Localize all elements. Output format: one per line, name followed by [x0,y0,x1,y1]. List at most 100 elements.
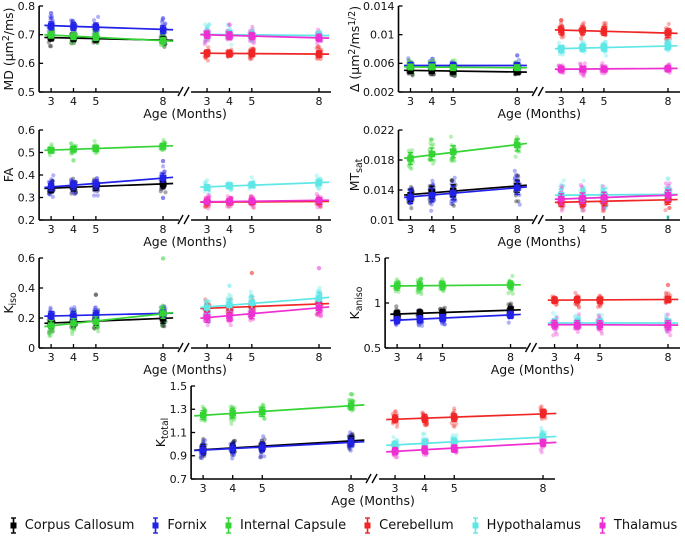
mean-marker [248,197,256,205]
y-axis-label: Kaniso [347,286,365,319]
series-hypothalamus [200,179,330,191]
x-tick-label: 4 [428,95,435,108]
mean-marker [92,311,100,319]
mean-marker [315,34,323,42]
mean-marker [203,314,211,321]
y-tick-label: 0.2 [18,214,36,227]
x-tick-label: 4 [229,482,236,495]
mean-marker [199,411,207,419]
y-tick-label: 1.3 [170,403,188,416]
y-tick-label: 0.6 [18,252,36,265]
y-tick-label: 1 [374,297,381,310]
mean-marker [514,68,521,76]
series-fornix [404,180,527,205]
mean-marker [92,145,100,152]
outlier-point [515,53,520,58]
y-axis-label: Δ (μm2/ms1/2) [347,6,362,92]
mean-marker [226,182,233,189]
x-tick-label: 3 [392,482,399,495]
series-cerebellum [386,409,557,424]
axes: 0.002 0.006 0.01 0.014 3 4 5 8 3 4 5 8 [363,0,680,108]
mean-marker [579,195,586,202]
outlier-point [204,24,210,29]
chart-ktotal: 0.7 0.9 1.1 1.3 1.5 3 4 5 8 3 4 5 8 Age (Months) Ktota… [152,380,560,509]
x-tick-label: 4 [70,351,77,364]
mean-marker [92,34,100,41]
series-thalamus [554,189,678,205]
y-tick-label: 0.5 [18,86,36,99]
mean-marker [47,183,55,190]
mean-marker [70,182,77,189]
series-thalamus [200,302,330,323]
mean-marker [539,433,547,441]
x-tick-label: 3 [204,223,211,236]
mean-marker [226,198,233,205]
mean-marker [450,68,457,75]
axis-break-mark [365,473,372,484]
y-tick-label: 0.002 [363,86,395,99]
legend-marker-internal_capsule [225,517,232,534]
mean-marker [199,446,207,454]
axis-break-mark [177,86,184,97]
y-tick-label: 0.022 [363,124,395,137]
axis-break-mark [531,214,538,225]
x-tick-label: 5 [248,223,255,236]
mean-marker [439,314,446,322]
mean-marker [451,445,458,452]
mean-marker [70,312,77,319]
outlier-point [665,176,671,181]
mean-marker [407,63,414,71]
y-tick-label: 0.5 [364,342,382,355]
outlier-point [665,214,671,220]
series-hypothalamus [554,41,678,54]
series-thalamus [386,438,557,456]
axis-break-mark [371,473,378,484]
mean-marker [664,65,672,72]
mean-marker [600,194,608,201]
y-tick-label: 0.2 [18,312,36,325]
x-tick-label: 4 [416,351,423,364]
mean-marker [451,414,458,421]
mean-marker [439,282,446,289]
y-tick-label: 1.5 [170,380,188,393]
mean-marker [407,155,414,162]
legend-label: Corpus Callosum [24,518,135,533]
x-tick-label: 8 [316,351,323,364]
mean-marker [393,282,401,290]
y-tick-label: 0 [28,342,35,355]
x-axis-label: Age (Months) [497,106,581,121]
axes: 0.01 0.014 0.018 0.022 3 4 5 8 3 4 5 8 [363,124,680,236]
legend-label: Fornix [167,518,207,533]
series-internal_capsule [44,142,174,154]
series-hypothalamus [200,291,330,315]
series-cerebellum [547,295,679,305]
x-tick-label: 5 [92,223,99,236]
y-axis-label: Ktotal [153,418,171,447]
series-fornix [44,172,174,192]
series-thalamus [547,319,679,331]
x-tick-label: 5 [596,351,603,364]
y-tick-label: 0.01 [370,28,395,41]
mean-marker [226,312,233,320]
series-thalamus [554,64,678,73]
series-cerebellum [200,49,330,59]
mean-marker [391,441,399,449]
outlier-point [160,256,166,261]
y-tick-label: 0.014 [363,0,395,13]
mean-marker [514,64,521,71]
x-tick-label: 3 [204,95,211,108]
legend-item-thalamus: Thalamus [597,516,677,535]
mean-marker [428,192,436,199]
x-tick-label: 8 [514,223,521,236]
chart-kiso: 0 0.2 0.4 0.6 3 4 5 8 3 4 5 8 Age (Months) Kiso [0,252,336,378]
x-tick-label: 4 [70,223,77,236]
mean-marker [428,150,436,158]
mean-marker [407,67,414,74]
y-tick-label: 0.8 [18,0,36,13]
x-tick-label: 8 [316,95,323,108]
x-tick-label: 4 [70,95,77,108]
